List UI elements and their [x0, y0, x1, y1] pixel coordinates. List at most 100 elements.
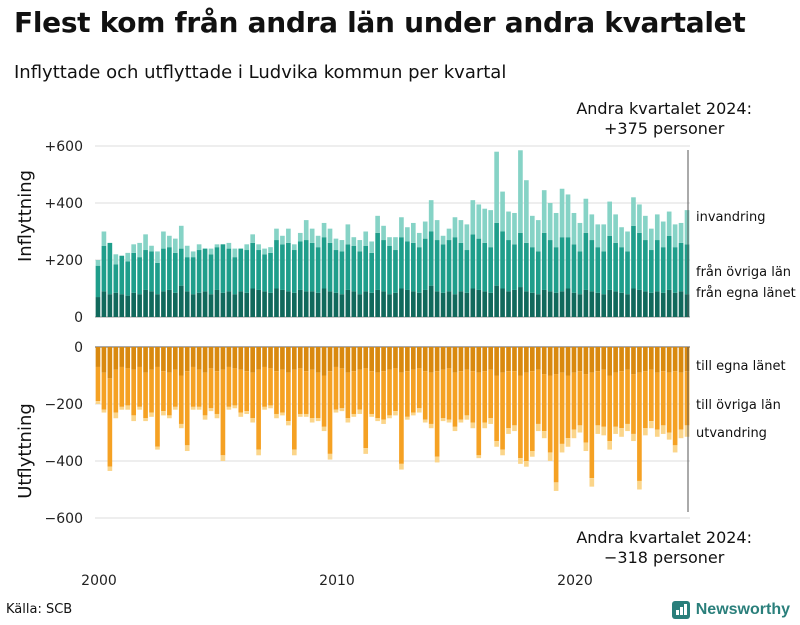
- bar-in: [357, 251, 363, 295]
- bar-in: [303, 220, 309, 241]
- bar-out: [405, 416, 410, 420]
- bar-out: [214, 371, 220, 414]
- bar-in: [232, 248, 238, 258]
- bar-in: [250, 242, 255, 289]
- bar-in: [125, 295, 131, 317]
- bar-out: [113, 412, 119, 419]
- annotation-bottom-line1: Andra kvartalet 2024:: [576, 528, 752, 547]
- bar-in: [637, 204, 642, 233]
- bar-in: [321, 222, 327, 238]
- bar-in: [208, 248, 214, 255]
- bar-in: [553, 292, 559, 317]
- bar-in: [595, 292, 601, 317]
- bar-out: [107, 347, 113, 379]
- bar-in: [553, 212, 559, 248]
- bar-in: [381, 291, 386, 317]
- bar-out: [446, 347, 452, 369]
- bar-in: [101, 245, 107, 292]
- bar-out: [321, 426, 327, 432]
- ytick-label-top: +200: [45, 253, 83, 269]
- bar-out: [500, 449, 505, 456]
- bar-out: [101, 372, 107, 410]
- bar-out: [464, 369, 470, 416]
- bar-out: [345, 372, 351, 419]
- bar-out: [643, 428, 648, 436]
- bar-in: [589, 240, 595, 292]
- ytick-label-bottom: −200: [45, 397, 83, 413]
- bar-out: [143, 347, 148, 373]
- annotation-top: Andra kvartalet 2024: +375 personer: [576, 99, 752, 139]
- bar-in: [553, 247, 559, 293]
- bar-out: [184, 347, 190, 372]
- bar-in: [583, 232, 589, 290]
- bar-in: [405, 289, 410, 317]
- bar-in: [119, 255, 125, 295]
- bar-out: [488, 347, 493, 370]
- bar-in: [416, 232, 422, 248]
- bar-in: [303, 291, 309, 317]
- bar-out: [565, 347, 571, 376]
- bar-out: [506, 347, 511, 372]
- bar-in: [422, 221, 428, 239]
- bar-out: [649, 421, 654, 429]
- bar-out: [530, 371, 535, 452]
- bar-in: [196, 292, 202, 317]
- bar-out: [672, 371, 678, 446]
- bar-in: [482, 291, 488, 317]
- ytick-label-top: +600: [45, 139, 83, 155]
- bar-out: [470, 422, 476, 429]
- bar-out: [101, 347, 107, 373]
- bar-in: [137, 242, 142, 258]
- bar-in: [565, 194, 571, 238]
- bar-out: [589, 347, 595, 373]
- axes: 0 +200 +400 +600 0 −200 −400 −600 2000 2010 2020 In…: [15, 139, 689, 589]
- bar-out: [613, 347, 618, 373]
- bar-out: [369, 413, 374, 417]
- bar-out: [613, 426, 618, 434]
- bar-in: [464, 292, 470, 317]
- bar-out: [375, 372, 380, 419]
- bar-in: [238, 248, 244, 292]
- bar-out: [541, 431, 547, 439]
- bar-out: [399, 347, 404, 373]
- bar-in: [530, 247, 535, 293]
- bar-in: [589, 214, 595, 241]
- bar-out: [131, 369, 136, 416]
- bar-in: [369, 252, 374, 293]
- bar-in: [286, 291, 291, 317]
- bar-out: [351, 371, 357, 414]
- bar-in: [190, 257, 196, 295]
- bar-in: [387, 245, 392, 295]
- bar-out: [381, 371, 386, 420]
- bar-in: [559, 291, 565, 317]
- bar-in: [500, 231, 505, 289]
- bar-in: [613, 242, 618, 292]
- bar-out: [518, 458, 523, 464]
- bar-out: [387, 347, 392, 370]
- bar-in: [577, 251, 583, 295]
- bar-out: [684, 425, 690, 437]
- bar-out: [208, 347, 214, 369]
- bar-in: [178, 248, 184, 286]
- bar-in: [506, 211, 511, 241]
- bar-in: [161, 248, 166, 292]
- bar-out: [559, 372, 565, 444]
- bar-out: [256, 347, 261, 370]
- bar-in: [321, 288, 327, 317]
- bar-in: [643, 240, 648, 292]
- bar-in: [476, 238, 482, 290]
- bar-in: [113, 292, 119, 317]
- bar-in: [155, 294, 160, 317]
- bar-in: [625, 251, 630, 295]
- bar-out: [637, 347, 642, 373]
- bar-in: [327, 242, 333, 292]
- bar-in: [494, 285, 499, 317]
- bar-in: [684, 294, 690, 317]
- bar-out: [672, 347, 678, 372]
- bar-in: [518, 150, 523, 233]
- bar-in: [202, 291, 208, 317]
- bar-in: [684, 244, 690, 295]
- bar-out: [434, 456, 440, 463]
- bar-in: [309, 242, 315, 292]
- bar-out: [149, 412, 154, 417]
